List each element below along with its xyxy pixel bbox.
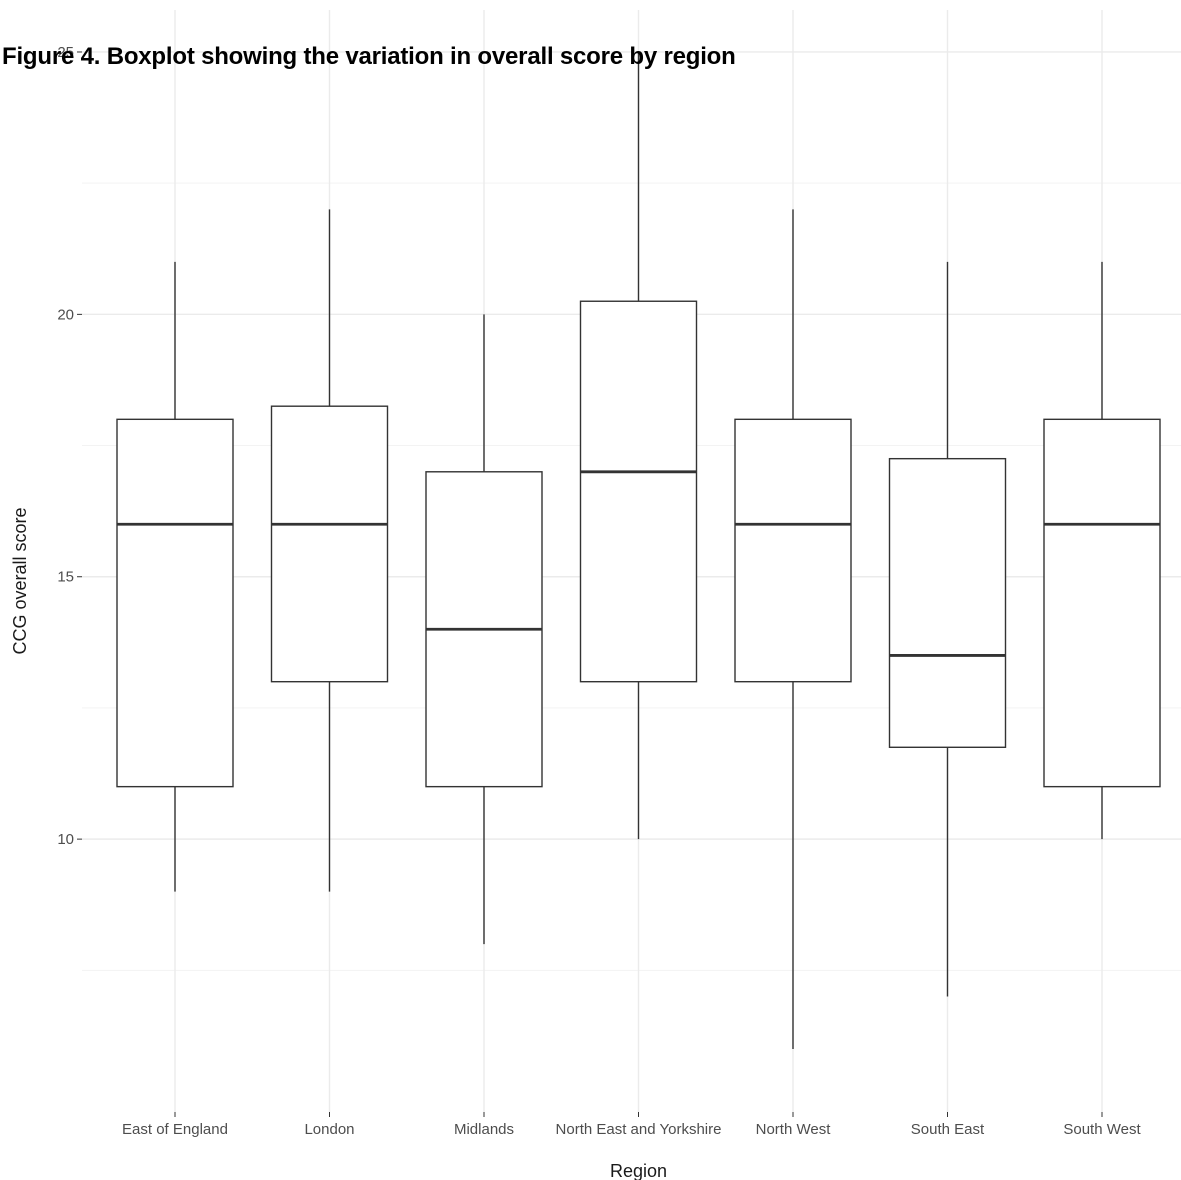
x-tick-label: London [304,1121,354,1138]
box-east-of-england [116,261,234,892]
box-north-west [734,209,852,1050]
x-tick-label: North West [756,1121,832,1138]
x-tick-label: South East [911,1121,985,1138]
box-south-east [888,261,1007,997]
y-tick-label: 20 [57,306,74,323]
box-layer [116,51,1161,1050]
axis-layer: 10 15 20 25 East of England London Midlands Nor… [57,44,1141,1138]
box-london [270,209,389,892]
interquartile-box [888,457,1007,748]
y-tick-label: 10 [57,831,74,848]
interquartile-box [116,418,234,788]
x-tick-label: North East and Yorkshire [556,1121,722,1138]
box-south-west [1043,261,1161,840]
x-tick-label: East of England [122,1121,228,1138]
x-tick-label: South West [1063,1121,1141,1138]
box-midlands [425,314,543,945]
y-tick-label: 25 [57,44,74,61]
interquartile-box [1043,418,1161,788]
x-axis-title: Region [610,1161,667,1180]
interquartile-box [579,300,698,683]
y-tick-label: 15 [57,569,74,586]
x-tick-label: Midlands [454,1121,514,1138]
interquartile-box [734,418,852,683]
interquartile-box [270,405,389,683]
box-north-east-and-yorkshire [579,51,698,840]
y-axis-title: CCG overall score [10,507,30,654]
